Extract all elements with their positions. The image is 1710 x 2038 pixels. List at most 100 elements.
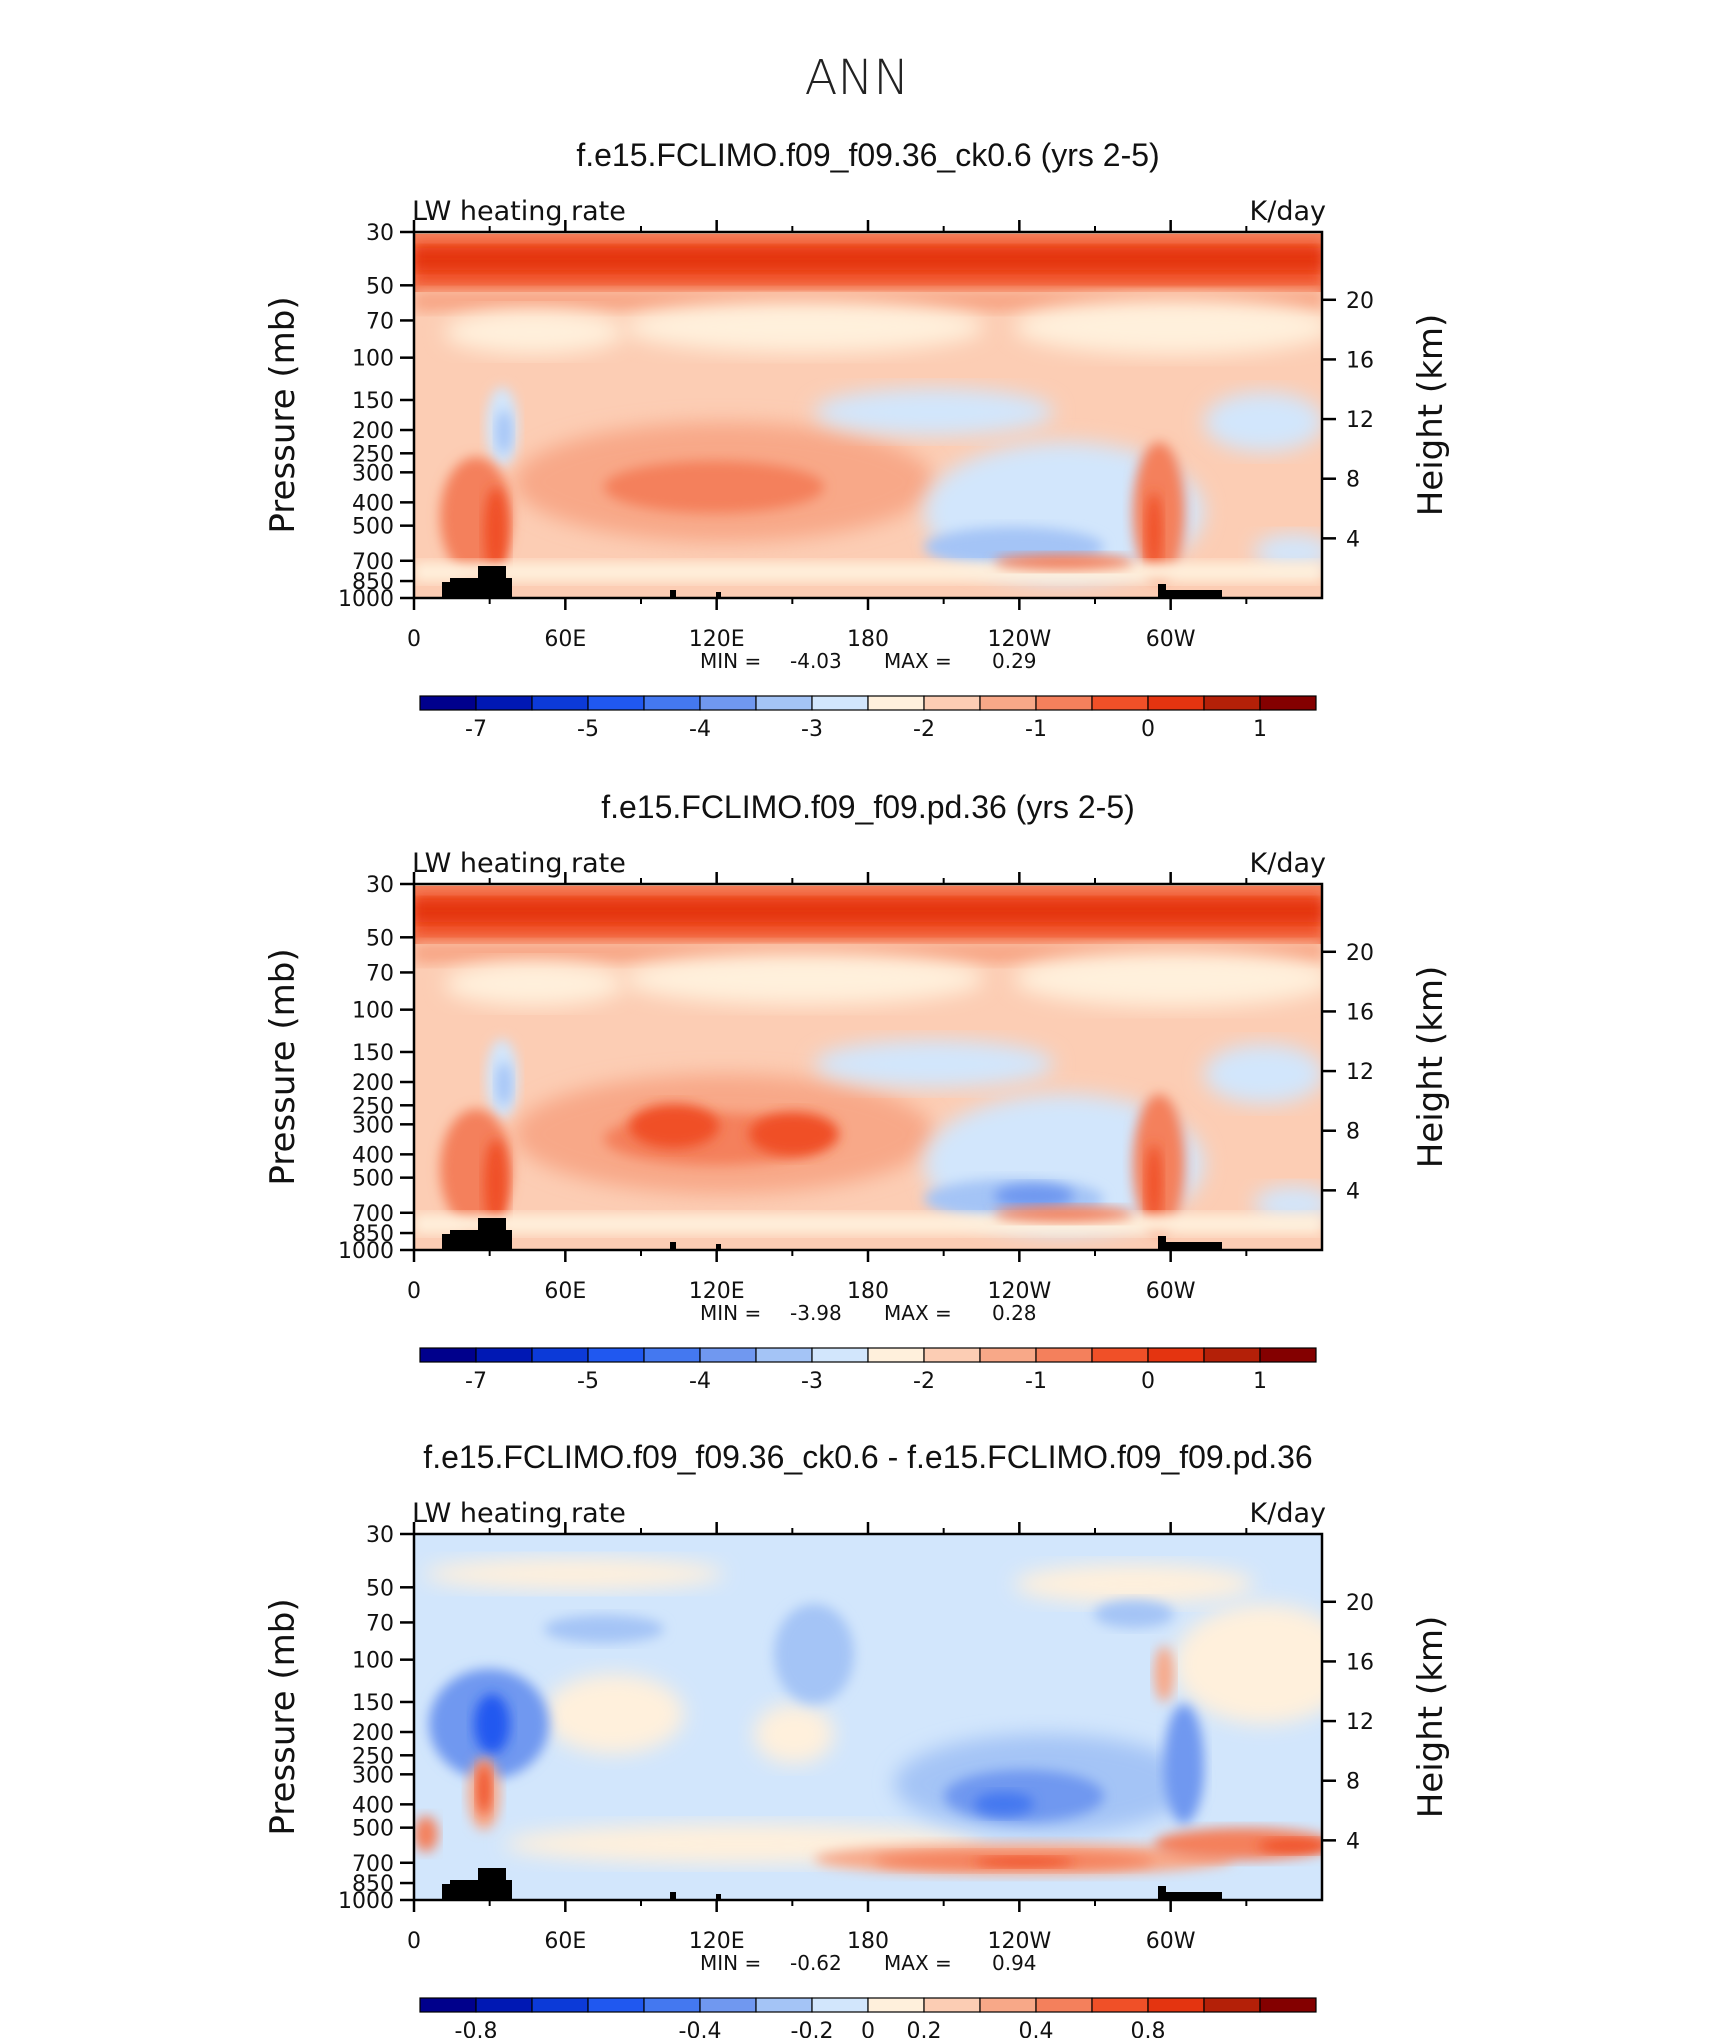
colorbar-box: [1203, 695, 1261, 711]
y2-axis-title: Height (km): [1411, 1616, 1451, 1819]
y-tick-label: 30: [366, 221, 394, 246]
y-tick-label: 100: [352, 1649, 394, 1674]
colorbar-label: -0.2: [791, 2019, 834, 2038]
colorbar-label: 1: [1253, 1369, 1267, 1394]
topography-mask: [1158, 1886, 1166, 1900]
field-contour-region: [1014, 951, 1322, 1007]
colorbar-box: [475, 695, 533, 711]
x-tick-label: 60E: [544, 627, 586, 652]
max-value: 0.29: [992, 649, 1037, 673]
colorbar-box: [1259, 1347, 1317, 1363]
field-contour-region: [496, 410, 512, 454]
y2-tick-label: 12: [1346, 408, 1374, 433]
max-value: 0.94: [992, 1951, 1037, 1975]
y-tick-label: 1000: [338, 587, 394, 612]
colorbar-label: -1: [1025, 717, 1047, 742]
y-tick-label: 850: [352, 570, 394, 595]
field-contour-region: [1154, 1646, 1174, 1702]
colorbar-label: -2: [913, 1369, 935, 1394]
chart-panel: f.e15.FCLIMO.f09_f09.36_ck0.6 - f.e15.FC…: [263, 1439, 1451, 2038]
colorbar-box: [587, 1347, 645, 1363]
x-tick-label: 120W: [987, 627, 1051, 652]
field-contour-region: [749, 1112, 839, 1156]
max-value: 0.28: [992, 1301, 1037, 1325]
x-tick-label: 120E: [689, 1929, 745, 1954]
field-contour-region: [974, 1857, 1074, 1867]
colorbar-label: 0.4: [1019, 2019, 1054, 2038]
colorbar-label: 0: [861, 2019, 875, 2038]
field-contour-band: [414, 248, 1322, 270]
colorbar-label: 0: [1141, 1369, 1155, 1394]
y-tick-label: 250: [352, 442, 394, 467]
panel-title: f.e15.FCLIMO.f09_f09.36_ck0.6 - f.e15.FC…: [423, 1439, 1312, 1475]
colorbar-box: [419, 695, 477, 711]
colorbar-box: [699, 1997, 757, 2013]
topography-mask: [670, 1242, 676, 1250]
colorbar-label: -4: [689, 1369, 711, 1394]
colorbar-label: -4: [689, 717, 711, 742]
colorbar-label: -5: [577, 1369, 599, 1394]
panel-title: f.e15.FCLIMO.f09_f09.36_ck0.6 (yrs 2-5): [576, 137, 1159, 173]
colorbar-box: [979, 1997, 1037, 2013]
left-string: LW heating rate: [412, 196, 626, 227]
colorbar-box: [1091, 695, 1149, 711]
y2-tick-label: 12: [1346, 1060, 1374, 1085]
colorbar-box: [979, 695, 1037, 711]
colorbar-box: [643, 695, 701, 711]
y-tick-label: 1000: [338, 1239, 394, 1264]
y-tick-label: 850: [352, 1872, 394, 1897]
y2-tick-label: 4: [1346, 1829, 1360, 1854]
right-string: K/day: [1250, 196, 1326, 227]
colorbar-box: [1091, 1347, 1149, 1363]
x-tick-label: 120W: [987, 1279, 1051, 1304]
min-value: -4.03: [790, 649, 842, 673]
colorbar-box: [643, 1997, 701, 2013]
x-tick-label: 120E: [689, 627, 745, 652]
y-tick-label: 400: [352, 1143, 394, 1168]
colorbar-box: [531, 1347, 589, 1363]
topography-mask: [1166, 1242, 1222, 1250]
field-contour-region: [1204, 392, 1322, 452]
colorbar-box: [475, 1997, 533, 2013]
colorbar-label: -1: [1025, 1369, 1047, 1394]
field-contour-band: [414, 900, 1322, 922]
y-tick-label: 100: [352, 347, 394, 372]
field-contour-region: [1014, 299, 1322, 355]
x-tick-label: 0: [407, 627, 421, 652]
colorbar-label: 0: [1141, 717, 1155, 742]
x-tick-label: 60W: [1146, 1929, 1196, 1954]
colorbar-box: [699, 695, 757, 711]
field-contour-region: [994, 554, 1134, 570]
y-tick-label: 300: [352, 1763, 394, 1788]
y-tick-label: 50: [366, 1576, 394, 1601]
field-contour-band: [414, 562, 1322, 582]
y-tick-label: 300: [352, 461, 394, 486]
topography-mask: [494, 578, 512, 598]
colorbar-label: -5: [577, 717, 599, 742]
x-tick-label: 180: [847, 1279, 889, 1304]
colorbar-box: [1147, 1347, 1205, 1363]
y-axis-title: Pressure (mb): [263, 948, 303, 1185]
max-label: MAX =: [884, 649, 952, 673]
colorbar-box: [475, 1347, 533, 1363]
colorbar-box: [419, 1997, 477, 2013]
y2-tick-label: 16: [1346, 1000, 1374, 1025]
topography-mask: [494, 1880, 512, 1900]
y-tick-label: 1000: [338, 1889, 394, 1914]
y-tick-label: 150: [352, 1691, 394, 1716]
colorbar-box: [587, 695, 645, 711]
colorbar-label: -7: [465, 717, 487, 742]
field-contour-region: [496, 1062, 512, 1106]
y-tick-label: 700: [352, 1852, 394, 1877]
topography-mask: [1166, 1892, 1222, 1900]
colorbar-box: [867, 1347, 925, 1363]
colorbar-label: -2: [913, 717, 935, 742]
x-tick-label: 180: [847, 627, 889, 652]
field-contour-region: [774, 1604, 854, 1704]
right-string: K/day: [1250, 848, 1326, 879]
field-contour-region: [414, 1816, 438, 1852]
colorbar-box: [1147, 1997, 1205, 2013]
y-tick-label: 500: [352, 1167, 394, 1192]
colorbar-box: [1203, 1997, 1261, 2013]
y-tick-label: 400: [352, 1793, 394, 1818]
